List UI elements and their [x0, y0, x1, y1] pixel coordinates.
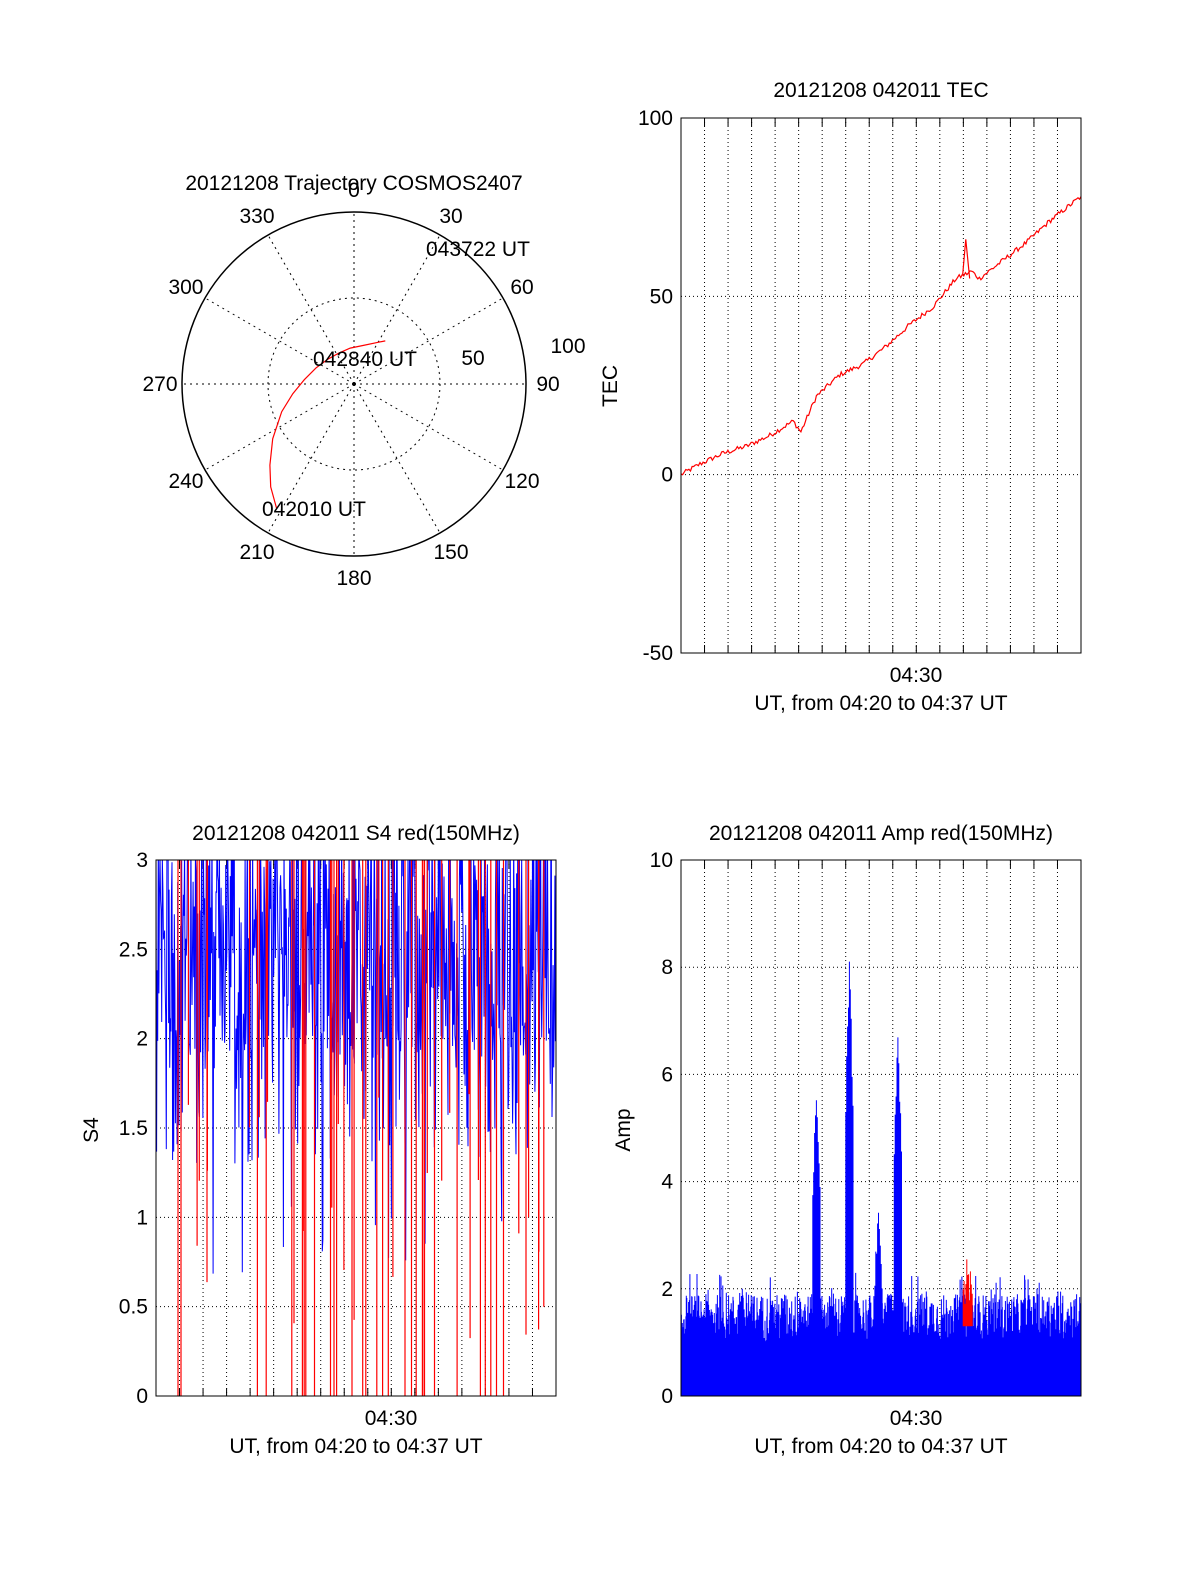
polar-grid [182, 212, 526, 556]
polar-spoke-150 [353, 383, 441, 534]
s4-series-group [156, 860, 556, 1396]
polar-radius-label-100: 100 [550, 335, 585, 358]
s4-series [156, 860, 556, 1396]
amp-ytick-label: 8 [661, 956, 673, 979]
tec-panel: 20121208 042011 TEC 100 50 0 -50 04:30 UT, … [599, 79, 1082, 715]
s4-title: 20121208 042011 S4 red(150MHz) [192, 822, 520, 845]
polar-spoke-30 [353, 234, 441, 385]
polar-annotation-start: 042010 UT [262, 498, 366, 521]
tec-xlabel: UT, from 04:20 to 04:37 UT [754, 692, 1007, 715]
amp-title: 20121208 042011 Amp red(150MHz) [709, 822, 1053, 845]
s4-xlabel: UT, from 04:20 to 04:37 UT [229, 1435, 482, 1458]
polar-outer-circle [181, 211, 527, 557]
amp-ytick-label: 10 [650, 849, 673, 872]
polar-angle-label-270: 270 [142, 373, 177, 396]
tec-xtick-label: 04:30 [890, 664, 943, 687]
polar-angle-label-330: 330 [239, 205, 274, 228]
polar-angle-label-240: 240 [168, 470, 203, 493]
tec-yticks: 100 50 0 -50 [638, 107, 673, 665]
s4-panel: 20121208 042011 S4 red(150MHz) 3 2.5 2 1.5 1… [80, 822, 557, 1458]
polar-angle-label-90: 90 [536, 373, 559, 396]
s4-series-red [177, 860, 545, 1396]
tec-grid [681, 118, 1081, 653]
amp-series [680, 961, 1082, 1396]
s4-ytick-label: 2.5 [119, 938, 148, 961]
polar-angle-label-210: 210 [239, 541, 274, 564]
s4-ylabel: S4 [80, 1117, 103, 1143]
tec-series [680, 196, 1082, 476]
tec-ytick-label: -50 [643, 642, 673, 665]
polar-title: 20121208 Trajectory COSMOS2407 [185, 172, 522, 195]
amp-ytick-label: 2 [661, 1278, 673, 1301]
tec-ytick-label: 0 [661, 464, 673, 487]
polar-spoke-300 [204, 297, 355, 385]
tec-title: 20121208 042011 TEC [773, 79, 988, 102]
polar-angle-label-120: 120 [504, 470, 539, 493]
s4-ytick-label: 1.5 [119, 1117, 148, 1140]
amp-ytick-label: 6 [661, 1063, 673, 1086]
amp-plot-frame [680, 859, 1082, 1397]
tec-ylabel: TEC [599, 365, 622, 407]
polar-angle-labels: 0 30 60 90 120 150 180 210 240 270 300 330 [142, 179, 559, 590]
polar-angle-label-30: 30 [439, 205, 462, 228]
polar-spoke-60 [353, 297, 504, 385]
amp-ylabel: Amp [612, 1108, 635, 1151]
polar-angle-label-180: 180 [336, 567, 371, 590]
s4-series-blue [156, 860, 556, 1274]
s4-xtick-label: 04:30 [365, 1407, 418, 1430]
amp-ytick-label: 0 [661, 1385, 673, 1408]
tec-series-spike [962, 239, 971, 279]
polar-angle-label-0: 0 [348, 179, 360, 202]
s4-plot-frame [155, 859, 557, 1397]
amp-yticks: 10 8 6 4 2 0 [650, 849, 674, 1408]
s4-ytick-label: 1 [136, 1206, 148, 1229]
polar-annotation-end: 043722 UT [426, 238, 530, 261]
s4-ytick-label: 0 [136, 1385, 148, 1408]
amp-peak-red-0 [962, 1259, 973, 1327]
amp-peak-blue-0 [812, 1100, 821, 1354]
amp-peak-blue-1 [845, 961, 854, 1354]
tec-ytick-label: 50 [650, 285, 673, 308]
polar-annotation-mid: 042840 UT [313, 348, 417, 371]
tec-plot-frame [680, 117, 1082, 654]
polar-angle-label-300: 300 [168, 276, 203, 299]
polar-angle-label-60: 60 [510, 276, 533, 299]
polar-radius-label-50: 50 [461, 347, 484, 370]
s4-ytick-label: 3 [136, 849, 148, 872]
polar-panel: 20121208 Trajectory COSMOS2407 0 30 60 90 12… [142, 172, 585, 590]
polar-spoke-120 [353, 383, 504, 471]
amp-xlabel: UT, from 04:20 to 04:37 UT [754, 1435, 1007, 1458]
polar-spoke-330 [267, 234, 355, 385]
amp-panel: 20121208 042011 Amp red(150MHz) 1086420 … [612, 822, 1082, 1458]
amp-xtick-label: 04:30 [890, 1407, 943, 1430]
s4-ytick-label: 2 [136, 1028, 148, 1051]
tec-ytick-label: 100 [638, 107, 673, 130]
s4-ytick-label: 0.5 [119, 1296, 148, 1319]
s4-yticks: 3 2.5 2 1.5 1 0.5 0 [119, 849, 148, 1408]
tec-series-line [680, 196, 1082, 476]
amp-peak-blue-2 [874, 1212, 883, 1354]
amp-peak-blue-3 [893, 1037, 902, 1354]
polar-spoke-210 [267, 383, 355, 534]
amp-ytick-label: 4 [661, 1171, 673, 1194]
polar-angle-label-150: 150 [433, 541, 468, 564]
polar-spoke-240 [204, 383, 355, 471]
polar-trajectory [269, 340, 386, 509]
